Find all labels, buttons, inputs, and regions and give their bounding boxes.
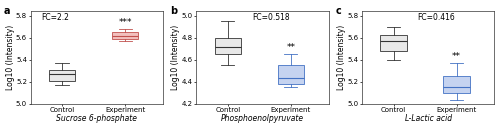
Text: **: ** (286, 43, 296, 52)
PathPatch shape (278, 65, 304, 84)
Text: FC=2.2: FC=2.2 (41, 13, 69, 22)
PathPatch shape (380, 35, 407, 51)
Text: FC=0.416: FC=0.416 (418, 13, 456, 22)
Text: FC=0.518: FC=0.518 (252, 13, 290, 22)
PathPatch shape (49, 70, 76, 81)
X-axis label: Phosphoenolpyruvate: Phosphoenolpyruvate (221, 114, 304, 123)
Text: **: ** (452, 52, 461, 61)
X-axis label: L-Lactic acid: L-Lactic acid (404, 114, 452, 123)
Y-axis label: Log10 (Intensity): Log10 (Intensity) (337, 24, 346, 90)
X-axis label: Sucrose 6-phosphate: Sucrose 6-phosphate (56, 114, 138, 123)
Text: b: b (170, 6, 177, 16)
PathPatch shape (112, 32, 138, 39)
Text: ***: *** (118, 18, 132, 27)
PathPatch shape (214, 38, 241, 54)
Text: a: a (4, 6, 10, 16)
Y-axis label: Log10 (Intensity): Log10 (Intensity) (6, 24, 15, 90)
PathPatch shape (444, 76, 470, 93)
Text: c: c (336, 6, 342, 16)
Y-axis label: Log10 (Intensity): Log10 (Intensity) (172, 24, 180, 90)
